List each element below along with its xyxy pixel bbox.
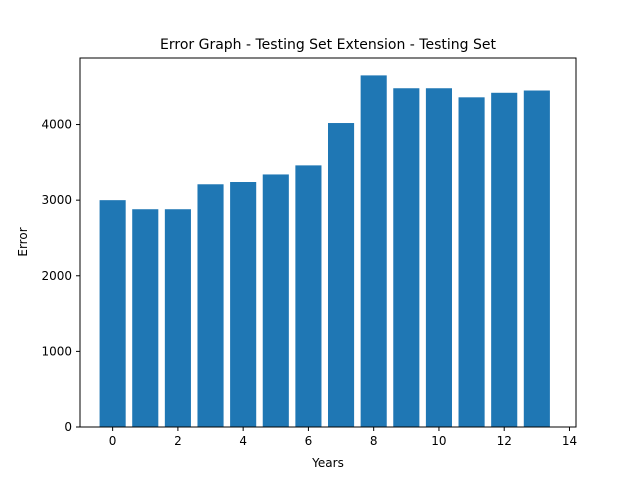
x-tick-label: 8 bbox=[370, 434, 378, 448]
bar-4 bbox=[230, 182, 257, 427]
y-tick-label: 4000 bbox=[41, 118, 72, 132]
y-tick-label: 0 bbox=[64, 420, 72, 434]
bar-2 bbox=[164, 209, 191, 427]
x-axis-ticks: 0 2 4 6 8 10 12 14 bbox=[109, 427, 577, 448]
bar-10 bbox=[425, 88, 452, 427]
bar-12 bbox=[491, 92, 518, 428]
y-tick-label: 1000 bbox=[41, 344, 72, 358]
bar-7 bbox=[328, 123, 355, 427]
bars-group bbox=[99, 75, 550, 428]
x-axis-label: Years bbox=[311, 456, 344, 470]
bar-6 bbox=[295, 165, 322, 427]
plot-frame bbox=[79, 57, 577, 428]
bar-1 bbox=[132, 209, 159, 427]
y-tick-label: 2000 bbox=[41, 269, 72, 283]
bar-5 bbox=[262, 174, 289, 427]
x-tick-label: 14 bbox=[562, 434, 577, 448]
x-tick-label: 10 bbox=[431, 434, 446, 448]
bar-11 bbox=[458, 97, 485, 427]
y-axis-ticks: 0 1000 2000 3000 4000 bbox=[41, 118, 80, 434]
x-tick-label: 4 bbox=[239, 434, 247, 448]
chart-title: Error Graph - Testing Set Extension - Te… bbox=[160, 37, 496, 53]
x-tick-label: 12 bbox=[497, 434, 512, 448]
y-axis-label: Error bbox=[16, 227, 30, 256]
bar-13 bbox=[523, 90, 550, 427]
bar-8 bbox=[360, 75, 387, 428]
y-tick-label: 3000 bbox=[41, 193, 72, 207]
x-tick-label: 6 bbox=[305, 434, 313, 448]
x-tick-label: 2 bbox=[174, 434, 182, 448]
x-tick-label: 0 bbox=[109, 434, 117, 448]
bar-3 bbox=[197, 184, 224, 427]
bar-9 bbox=[393, 88, 420, 427]
bar-0 bbox=[99, 200, 126, 427]
